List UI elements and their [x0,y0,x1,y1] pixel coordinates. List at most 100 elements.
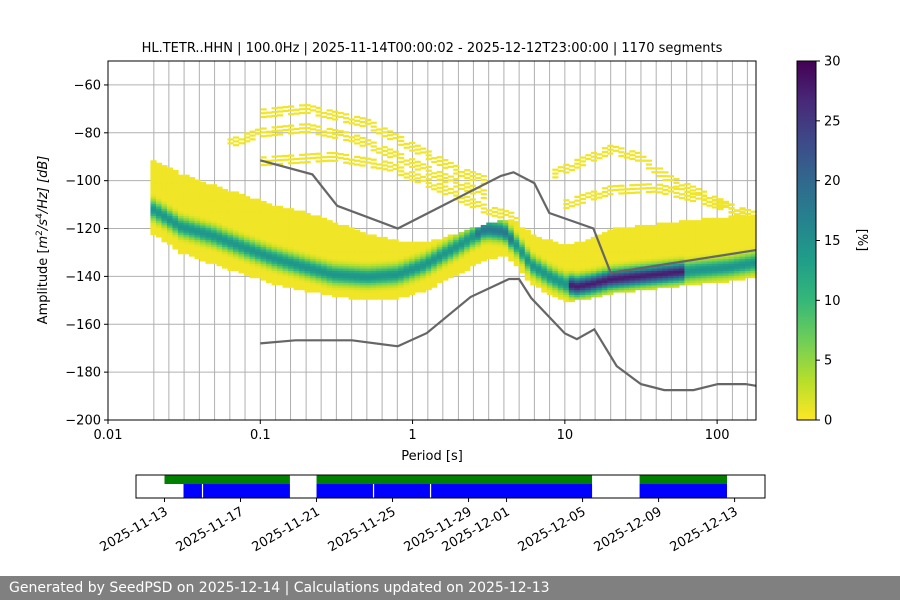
heatmap-cell [326,265,333,269]
heatmap-cell [640,234,647,238]
heatmap-cell [590,251,597,255]
heatmap-cell [326,256,333,260]
heatmap-cell [381,277,388,281]
heatmap-cell [414,284,421,288]
heatmap-cell [486,241,493,245]
heatmap-cell [733,272,741,276]
heatmap-outlier-cell [656,167,664,170]
heatmap-cell [436,268,443,272]
heatmap-cell [552,241,559,245]
heatmap-cell [590,270,597,274]
heatmap-cell [332,241,339,245]
heatmap-cell [172,198,179,202]
heatmap-cell [486,248,493,252]
heatmap-outlier-cell [315,152,322,155]
heatmap-cell [612,277,619,281]
heatmap-cell [387,251,394,255]
heatmap-cell [304,227,311,231]
heatmap-outlier-cell [722,204,730,207]
heatmap-cell [348,263,355,267]
heatmap-cell [155,217,163,221]
heatmap-cell [161,220,168,224]
heatmap-cell [365,265,372,269]
heatmap-cell [535,246,542,250]
heatmap-cell [376,282,383,286]
heatmap-cell [645,287,653,291]
heatmap-cell [288,251,295,255]
heatmap-cell [414,246,421,250]
heatmap-cell [469,248,476,252]
heatmap-cell [684,239,691,243]
heatmap-cell [222,215,229,219]
heatmap-cell [612,256,619,260]
heatmap-cell [535,236,542,240]
heatmap-cell [359,291,366,295]
heatmap-cell [337,227,344,231]
heatmap-cell [535,282,542,286]
heatmap-cell [706,268,713,272]
heatmap-cell [321,265,328,269]
heatmap-cell [282,268,289,272]
heatmap-cell [271,260,278,264]
heatmap-cell [288,246,295,250]
heatmap-cell [244,234,251,238]
heatmap-cell [155,212,163,216]
heatmap-cell [750,229,757,233]
heatmap-cell [288,260,295,264]
heatmap-cell [557,277,564,281]
heatmap-cell [601,239,608,243]
heatmap-outlier-cell [376,128,383,131]
heatmap-cell [557,260,564,264]
heatmap-outlier-cell [618,147,625,150]
heatmap-cell [277,212,284,216]
heatmap-cell [376,296,383,300]
heatmap-cell [172,220,179,224]
heatmap-cell [255,253,262,257]
heatmap-outlier-cell [442,166,449,169]
heatmap-cell [733,265,741,269]
heatmap-cell [238,239,245,243]
heatmap-cell [469,258,476,262]
heatmap-cell [370,256,377,260]
heatmap-cell [199,208,207,212]
heatmap-cell [403,265,410,269]
heatmap-cell [161,179,168,183]
heatmap-cell [678,232,686,236]
heatmap-cell [188,253,196,257]
heatmap-cell [475,260,482,264]
heatmap-cell [348,265,355,269]
heatmap-cell [293,229,300,233]
heatmap-cell [651,232,658,236]
heatmap-cell [348,284,355,288]
heatmap-cell [244,265,251,269]
heatmap-cell [266,229,273,233]
heatmap-outlier-cell [739,212,746,215]
heatmap-cell [667,256,675,260]
heatmap-cell [425,265,432,269]
heatmap-cell [293,236,300,240]
heatmap-cell [519,263,526,267]
heatmap-cell [194,198,201,202]
heatmap-cell [216,227,223,231]
heatmap-cell [211,227,218,231]
heatmap-cell [442,251,449,255]
coverage-bottom-segment [316,484,593,498]
heatmap-cell [612,253,619,257]
heatmap-cell [541,241,548,245]
heatmap-cell [563,284,570,288]
heatmap-cell [552,258,559,262]
heatmap-cell [662,253,669,257]
heatmap-cell [453,265,460,269]
heatmap-outlier-cell [684,186,691,190]
heatmap-outlier-cell [557,170,564,173]
heatmap-outlier-cell [431,184,438,187]
heatmap-cell [497,229,504,233]
heatmap-outlier-cell [453,181,460,184]
heatmap-cell [585,270,592,274]
heatmap-cell [535,275,542,279]
heatmap-outlier-cell [447,175,454,178]
heatmap-outlier-cell [640,183,647,186]
heatmap-cell [695,272,702,276]
heatmap-cell [183,191,190,195]
heatmap-cell [315,289,322,293]
